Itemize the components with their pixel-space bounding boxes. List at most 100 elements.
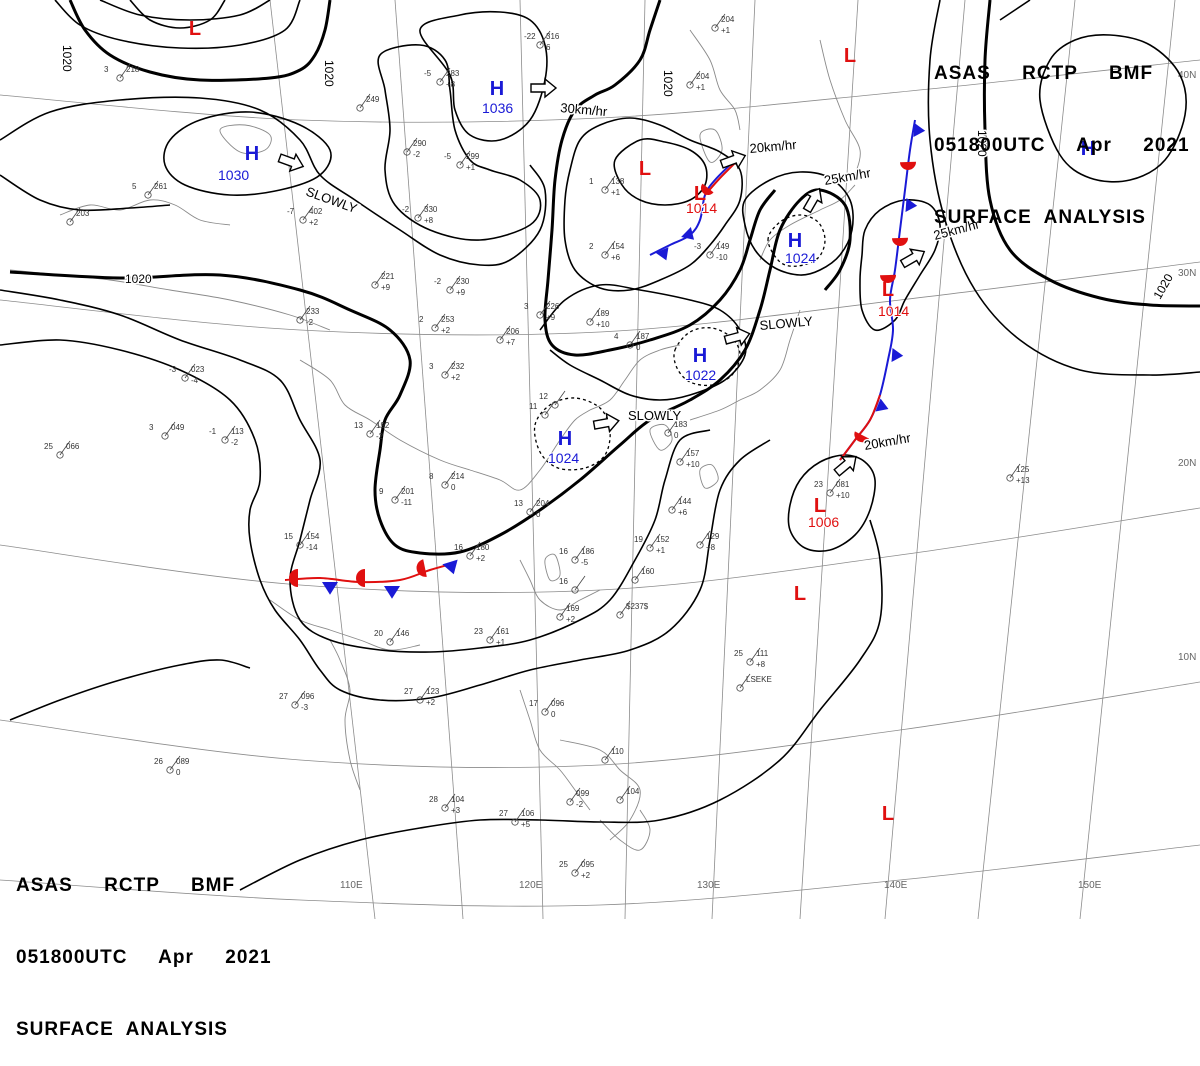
station-temperature: -3 bbox=[169, 365, 177, 374]
chart-header-top: ASAS RCTP BMF 051800UTC Apr 2021 SURFACE… bbox=[934, 14, 1190, 254]
station-temperature: 4 bbox=[614, 332, 619, 341]
wind-barb bbox=[59, 440, 71, 456]
wind-barb bbox=[184, 363, 196, 379]
station-pressure: 253 bbox=[441, 315, 455, 324]
station-plot: 104 bbox=[616, 785, 640, 804]
island-outline bbox=[544, 553, 561, 582]
low-pressure-symbol: L bbox=[189, 18, 201, 40]
wind-barb bbox=[544, 697, 556, 713]
header-line-time: 051800UTC Apr 2021 bbox=[934, 135, 1190, 156]
wind-barb bbox=[294, 690, 306, 706]
station-circle bbox=[299, 216, 307, 224]
station-circle bbox=[466, 552, 474, 560]
station-circle bbox=[1006, 474, 1014, 482]
station-circle bbox=[66, 218, 74, 226]
station-plot: 110 bbox=[601, 745, 624, 764]
isobar-closed bbox=[767, 214, 826, 267]
chart-header-bottom: ASAS RCTP BMF 051800UTC Apr 2021 SURFACE… bbox=[16, 826, 272, 1066]
station-circle bbox=[736, 684, 744, 692]
center-pressure-value: 1024 bbox=[785, 250, 816, 266]
wind-barb bbox=[444, 793, 456, 809]
station-circle bbox=[541, 411, 549, 419]
wind-barb bbox=[679, 447, 691, 463]
coastline bbox=[469, 409, 591, 491]
station-pressure: 106 bbox=[521, 809, 535, 818]
station-pressure: 232 bbox=[451, 362, 465, 371]
isobar-line bbox=[239, 519, 883, 891]
station-tendency: +2 bbox=[451, 373, 461, 382]
station-plot: 27 106 +5 bbox=[499, 807, 535, 829]
station-tendency: 0 bbox=[536, 510, 541, 519]
motion-text: SLOWLY bbox=[759, 313, 814, 333]
station-tendency: 0 bbox=[551, 710, 556, 719]
station-tendency: +10 bbox=[836, 491, 850, 500]
station-pressure: 152 bbox=[656, 535, 670, 544]
wind-barb bbox=[619, 785, 631, 801]
station-circle bbox=[616, 796, 624, 804]
wind-barb bbox=[299, 305, 311, 321]
station-temperature: 2 bbox=[589, 242, 594, 251]
station-plot: 23 161 +1 bbox=[474, 625, 510, 647]
station-temperature: -2 bbox=[434, 277, 442, 286]
station-temperature: 17 bbox=[529, 699, 538, 708]
wind-barb bbox=[569, 787, 581, 803]
wind-barb bbox=[224, 425, 236, 441]
station-temperature: -22 bbox=[524, 32, 536, 41]
wind-barb bbox=[619, 600, 631, 616]
station-plot: 26 089 0 bbox=[154, 755, 190, 777]
station-plot: 221+9 bbox=[371, 270, 395, 292]
coastline bbox=[59, 199, 231, 226]
station-plot: 3 232 +2 bbox=[429, 360, 465, 382]
cold-front-symbol bbox=[384, 586, 400, 599]
wind-barb bbox=[514, 807, 526, 823]
coastline bbox=[519, 689, 591, 811]
station-circle bbox=[626, 341, 634, 349]
isobar-closed bbox=[1038, 34, 1187, 183]
latitude-label: 10N bbox=[1178, 652, 1196, 663]
station-tendency: +2 bbox=[566, 615, 576, 624]
station-tendency: 0 bbox=[176, 768, 181, 777]
isobar-line bbox=[54, 0, 301, 50]
station-temperature: 12 bbox=[539, 392, 548, 401]
station-pressure: 226 bbox=[546, 302, 560, 311]
station-plot: 160 bbox=[631, 565, 655, 584]
station-circle bbox=[403, 148, 411, 156]
station-pressure: 204 bbox=[721, 15, 735, 24]
station-circle bbox=[696, 541, 704, 549]
station-pressure: 157 bbox=[686, 449, 700, 458]
station-pressure: 089 bbox=[176, 757, 190, 766]
wind-barb bbox=[667, 418, 679, 434]
station-plot: -3 149 -10 bbox=[694, 240, 730, 262]
station-pressure: $237$ bbox=[626, 602, 649, 611]
station-plot: 23 081 +10 bbox=[814, 478, 850, 500]
station-plot: -2 330 +8 bbox=[402, 203, 438, 225]
station-tendency: +1 bbox=[656, 546, 666, 555]
isobar-closed bbox=[787, 454, 876, 553]
station-plot: 2 154 +6 bbox=[589, 240, 625, 262]
station-circle bbox=[601, 186, 609, 194]
station-pressure: 204 bbox=[536, 499, 550, 508]
motion-arrow-shape bbox=[592, 412, 620, 434]
wind-barb bbox=[499, 325, 511, 341]
wind-barb bbox=[649, 533, 661, 549]
center-pressure-value: 1024 bbox=[548, 450, 579, 466]
station-pressure: 261 bbox=[154, 182, 168, 191]
motion-arrow-shape bbox=[719, 149, 747, 170]
meridian-line bbox=[799, 0, 859, 919]
station-circle bbox=[414, 214, 422, 222]
high-pressure-symbol: H bbox=[788, 230, 802, 252]
station-plot: 16 180 +2 bbox=[454, 541, 490, 563]
wind-barb bbox=[469, 541, 481, 557]
station-plot: 5 261 bbox=[132, 180, 168, 199]
center-pressure-value: 1036 bbox=[482, 100, 513, 116]
station-circle bbox=[441, 481, 449, 489]
station-plot: -2 230 +9 bbox=[434, 275, 470, 297]
station-plot: 15 154 -14 bbox=[284, 530, 320, 552]
station-tendency: -11 bbox=[401, 498, 413, 507]
wind-barb bbox=[604, 175, 616, 191]
meridian-line bbox=[711, 0, 756, 919]
coastline bbox=[689, 309, 801, 421]
coastlines bbox=[9, 29, 861, 851]
station-tendency: +8 bbox=[706, 543, 716, 552]
